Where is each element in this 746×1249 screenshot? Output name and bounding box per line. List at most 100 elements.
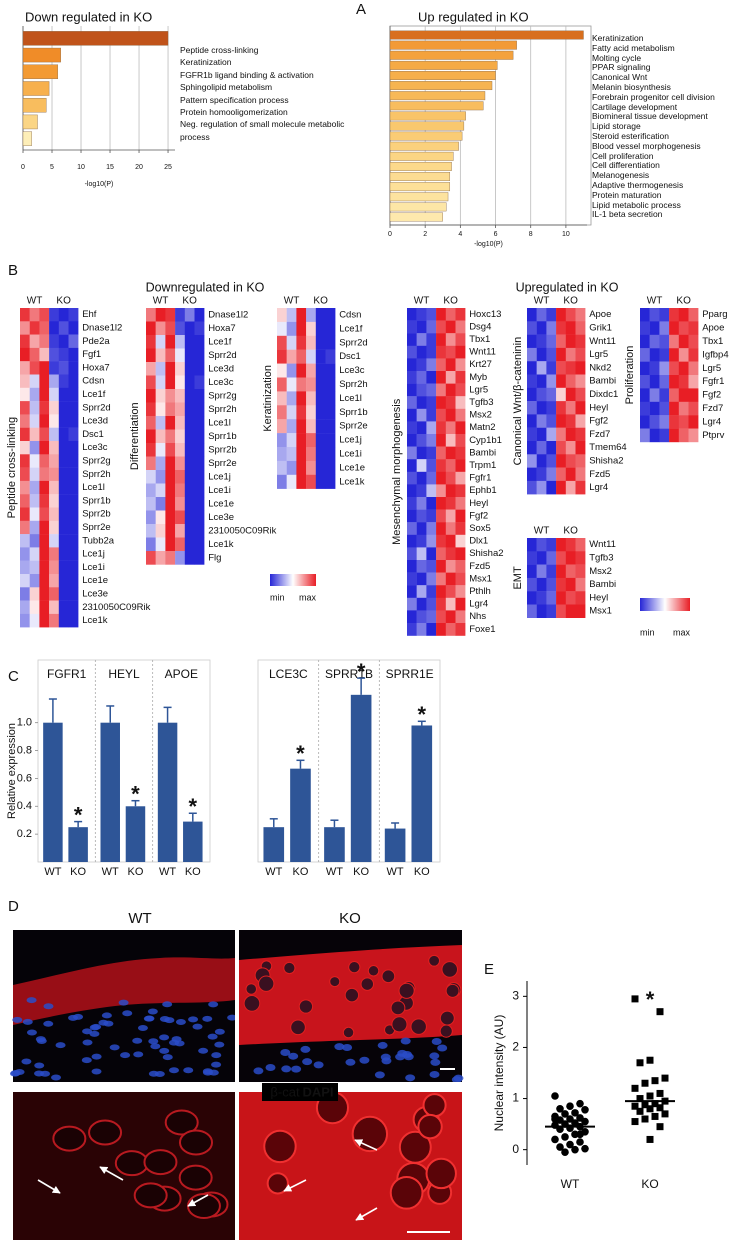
group-label: WT [153,296,169,307]
heatmap-cell [194,510,205,525]
bar [183,821,203,862]
heatmap-cell [68,347,79,362]
heatmap-ylabel: EMT [512,566,524,590]
heatmap-cell [436,547,446,561]
nucleus [43,1020,54,1027]
cell [52,1125,87,1152]
heatmap-cell [416,484,427,498]
heatmap-cell [155,321,166,336]
heatmap-cell [536,538,547,552]
heatmap-cell [194,308,205,322]
gene-label: Flg [208,552,221,563]
gene-label: Dlx1 [469,536,488,547]
heatmap-cell [640,321,650,335]
x-tick-label: WT [159,866,176,878]
heatmap-cell [58,414,69,428]
x-tick-label: 4 [458,231,462,238]
nucleus [192,1023,203,1030]
heatmap-cell [546,334,557,349]
gene-label: Apoe [589,309,611,320]
heatmap-cell [556,591,566,605]
heatmap-cell [669,361,679,376]
x-tick-label: 10 [562,231,570,238]
gene-label: Sprr2d [82,402,111,413]
heatmap-cell [546,321,557,335]
heatmap-cell [39,560,50,575]
heatmap-cell [565,361,576,375]
point [551,1092,559,1100]
heatmap-cell [546,454,557,468]
heatmap-cell [49,414,59,428]
heatmap-cell [165,308,176,322]
x-tick-label: KO [353,866,369,878]
heatmap-cell [565,374,576,388]
heatmap-cell [556,387,566,402]
heatmap-cell [68,401,79,415]
heatmap-cell [565,414,576,428]
panel-label: A [356,1,366,18]
point [641,1079,649,1087]
heatmap-cell [39,334,50,349]
gene-label: Sprr1b [82,495,111,506]
nucleus [82,1028,93,1035]
heatmap-cell [39,387,50,402]
point [651,1077,659,1085]
heatmap-cell [536,347,547,362]
heatmap-cell [146,335,156,349]
point [566,1124,574,1132]
heatmap-cell [575,427,586,442]
heatmap-cell [527,414,537,428]
heatmap-cell [146,443,156,457]
gene-label: Hoxc13 [469,309,501,320]
point [656,1089,664,1097]
gene-label: Sprr1b [339,407,368,418]
category-label: Protein homooligomerization [180,107,288,117]
point [661,1074,669,1082]
heatmap-ylabel: Keratinization [262,365,274,432]
heatmap-cell [455,509,466,523]
heatmap-cell [527,441,537,455]
heatmap-cell [688,321,699,335]
bar [22,47,61,63]
heatmap-cell [325,308,336,323]
gene-label: Sprr2h [339,379,368,390]
category-label: Melanin biosynthesis [592,82,671,92]
nucleus [118,999,129,1006]
gene-label: Lce1f [208,336,232,347]
nucleus [431,1037,442,1045]
heatmap-cell [527,387,537,402]
heatmap-cell [306,447,316,462]
heatmap-cell [184,524,195,538]
heatmap-cell [146,456,156,471]
x-tick-label: WT [561,1177,580,1191]
heatmap-cell [565,347,576,362]
gene-label: Lce3d [208,363,234,374]
nucleus [12,1016,23,1023]
heatmap-cell [296,377,307,392]
heatmap-cell [165,551,176,565]
heatmap-cell [155,429,166,444]
nucleus [168,1067,179,1074]
heatmap-cell [68,600,79,615]
group-label: KO [56,296,71,307]
nucleus [171,1036,182,1043]
heatmap-cell [277,377,287,392]
heatmap-cell [659,428,670,443]
heatmap-cell [426,434,437,447]
heatmap-cell [426,585,437,598]
colorbar-label: max [673,627,691,637]
point [551,1115,559,1123]
nucleus [207,1033,218,1040]
gene-label: Lce3d [82,416,108,427]
heatmap-cell [678,321,689,335]
gene-label: Bambi [589,579,616,590]
heatmap-cell [536,480,547,495]
heatmap-cell [436,446,446,460]
heatmap-cell [20,613,30,628]
heatmap-cell [565,604,576,618]
heatmap-cell [68,374,79,388]
cell [143,1149,178,1176]
heatmap-cell [669,415,679,429]
category-label: Keratinization [592,33,644,43]
bar [43,722,63,862]
